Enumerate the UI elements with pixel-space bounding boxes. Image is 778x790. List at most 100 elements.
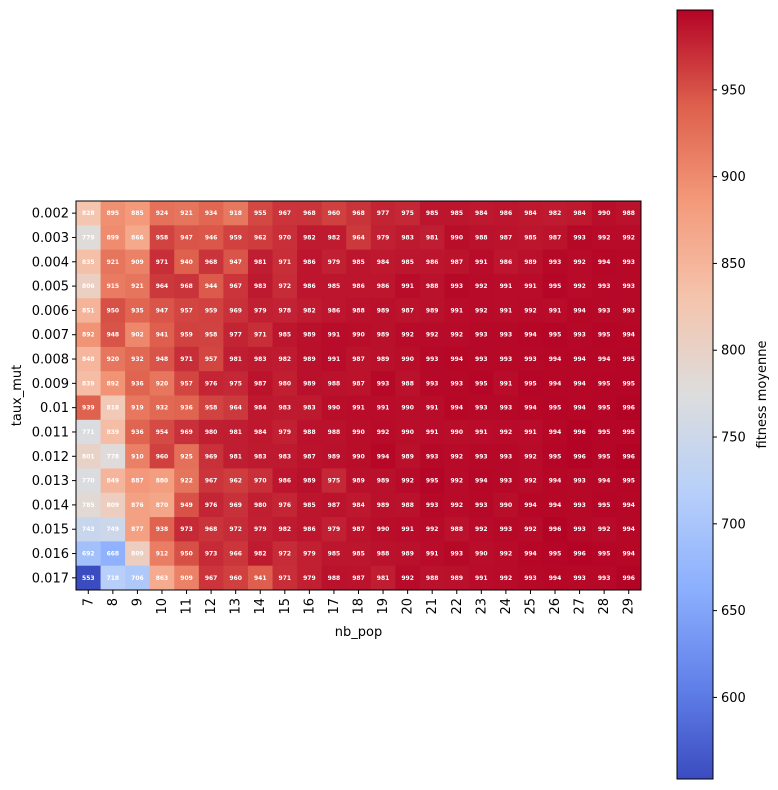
cell-value-label: 992: [450, 332, 463, 339]
cell-value-label: 989: [377, 307, 390, 314]
heatmap-cell: [567, 249, 593, 275]
heatmap-cell: [493, 346, 519, 372]
cell-value-label: 944: [205, 283, 218, 290]
cell-value-label: 992: [573, 259, 586, 266]
heatmap-cell: [174, 492, 200, 518]
heatmap-cell: [542, 565, 568, 591]
heatmap-cell: [321, 322, 347, 348]
heatmap-cell: [272, 201, 298, 226]
heatmap-cell: [223, 492, 249, 518]
heatmap-cell: [518, 395, 544, 421]
cell-value-label: 993: [573, 478, 586, 485]
x-tick-label: 29: [622, 598, 637, 615]
cell-value-label: 983: [279, 453, 292, 460]
cell-value-label: 976: [205, 502, 218, 509]
cell-value-label: 995: [426, 478, 439, 485]
cell-value-label: 981: [377, 575, 390, 582]
cell-value-label: 989: [303, 332, 316, 339]
x-tick-label: 15: [278, 598, 293, 615]
heatmap-cell: [198, 371, 224, 396]
cell-value-label: 922: [180, 478, 193, 485]
cell-value-label: 988: [401, 502, 414, 509]
cell-value-label: 977: [377, 210, 390, 217]
cell-value-label: 989: [328, 453, 341, 460]
cell-value-label: 973: [180, 526, 193, 533]
heatmap-cell: [174, 322, 200, 348]
heatmap-cell: [395, 225, 421, 251]
heatmap-cell: [100, 298, 126, 324]
heatmap-cell: [370, 395, 396, 421]
heatmap-cell: [542, 468, 568, 494]
heatmap-cell: [174, 298, 200, 324]
y-tick-label: 0.004: [32, 255, 69, 270]
heatmap-cell: [297, 468, 323, 494]
cell-value-label: 970: [254, 478, 267, 485]
cell-value-label: 982: [279, 526, 292, 533]
heatmap-cell: [419, 492, 445, 518]
heatmap-cell: [76, 444, 102, 469]
cell-value-label: 950: [180, 551, 193, 558]
cell-value-label: 902: [131, 332, 144, 339]
heatmap-cell: [469, 517, 495, 542]
cell-value-label: 947: [229, 259, 242, 266]
cell-value-label: 994: [524, 551, 537, 558]
cell-value-label: 993: [622, 259, 635, 266]
heatmap-cell: [125, 273, 151, 299]
cell-value-label: 972: [279, 283, 292, 290]
cell-value-label: 892: [107, 380, 120, 387]
heatmap-cell: [272, 395, 298, 421]
heatmap-cell: [247, 419, 274, 445]
cell-value-label: 959: [205, 307, 218, 314]
cell-value-label: 981: [229, 453, 242, 460]
cell-value-label: 984: [524, 210, 537, 217]
cell-value-label: 985: [279, 332, 292, 339]
cell-value-label: 978: [279, 307, 292, 314]
cell-value-label: 967: [229, 283, 242, 290]
heatmap-cell: [444, 444, 470, 469]
heatmap-cell: [174, 541, 200, 567]
y-tick-label: 0.015: [32, 523, 69, 538]
heatmap-cell: [395, 565, 421, 591]
cell-value-label: 991: [328, 356, 341, 363]
heatmap-cell: [198, 395, 224, 421]
cell-value-label: 973: [205, 551, 218, 558]
cell-value-label: 958: [205, 332, 218, 339]
cell-value-label: 985: [352, 551, 365, 558]
heatmap-cell: [174, 273, 200, 299]
heatmap-cell: [223, 565, 249, 591]
heatmap-cell: [198, 468, 224, 494]
x-tick-label: 24: [499, 598, 514, 615]
cell-value-label: 996: [622, 405, 635, 412]
cell-value-label: 941: [254, 575, 267, 582]
heatmap-cell: [346, 395, 372, 421]
cell-value-label: 991: [426, 551, 439, 558]
cell-value-label: 957: [205, 356, 218, 363]
x-tick-label: 27: [573, 598, 588, 615]
heatmap-cell: [149, 468, 175, 494]
heatmap-cell: [76, 273, 102, 299]
heatmap-cell: [247, 201, 274, 226]
heatmap-cell: [616, 468, 642, 494]
cell-value-label: 991: [475, 429, 488, 436]
heatmap-cell: [297, 541, 323, 567]
heatmap-cell: [469, 201, 495, 226]
cell-value-label: 995: [598, 551, 611, 558]
cell-value-label: 920: [107, 356, 120, 363]
heatmap-cell: [395, 273, 421, 299]
y-tick-label: 0.008: [32, 353, 69, 368]
cell-value-label: 981: [229, 429, 242, 436]
heatmap-cell: [321, 444, 347, 469]
cell-value-label: 994: [524, 502, 537, 509]
heatmap-cell: [542, 419, 568, 445]
cell-value-label: 995: [622, 478, 635, 485]
heatmap-cell: [321, 395, 347, 421]
cell-value-label: 996: [622, 453, 635, 460]
cell-value-label: 994: [598, 259, 611, 266]
x-tick-label: 17: [327, 598, 342, 615]
cell-value-label: 553: [82, 575, 95, 582]
heatmap-cell: [444, 371, 470, 396]
heatmap-cell: [174, 395, 200, 421]
heatmap-cell: [518, 201, 544, 226]
cell-value-label: 983: [303, 405, 316, 412]
cell-value-label: 991: [426, 405, 439, 412]
